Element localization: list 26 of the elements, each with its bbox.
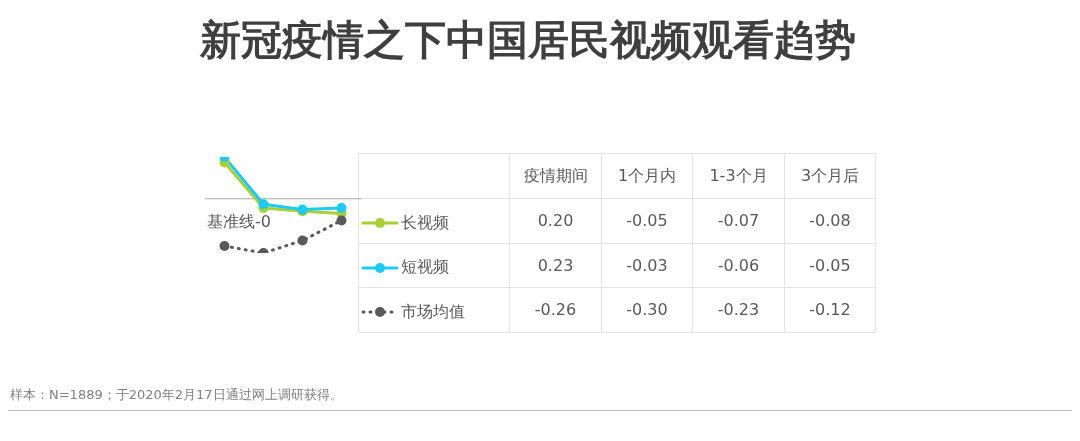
category-label: 3个月后	[784, 153, 876, 199]
point	[336, 202, 347, 213]
category-label: 疫情期间	[509, 153, 602, 199]
legend-label: 市场均值	[401, 301, 465, 323]
data-label: -0.03	[601, 243, 693, 288]
legend-label: 长视频	[401, 212, 449, 234]
category-label: 1个月内	[601, 153, 693, 199]
data-label: -0.26	[509, 287, 602, 332]
legend-label: 短视频	[401, 257, 449, 279]
ref-line-label: 基准线-0	[207, 211, 271, 231]
data-label: -0.06	[692, 243, 785, 288]
data-label: -0.23	[692, 287, 785, 332]
text: 新冠疫情之下中国居民视频观看趋势	[199, 15, 857, 66]
data-label: -0.05	[601, 198, 693, 243]
point	[336, 215, 347, 226]
data-label: -0.08	[784, 198, 876, 243]
text: 样本：N=1889；于2020年2月17日通过网上调研获得。	[10, 386, 343, 404]
point	[297, 235, 308, 246]
data-label: -0.30	[601, 287, 693, 332]
data-label: -0.12	[784, 287, 876, 332]
data-label: -0.07	[692, 198, 785, 243]
data-label: 0.23	[509, 243, 602, 288]
category-label: 1-3个月	[692, 153, 785, 199]
data-label: -0.05	[784, 243, 876, 288]
data-label: 0.20	[509, 198, 602, 243]
point	[219, 240, 230, 251]
